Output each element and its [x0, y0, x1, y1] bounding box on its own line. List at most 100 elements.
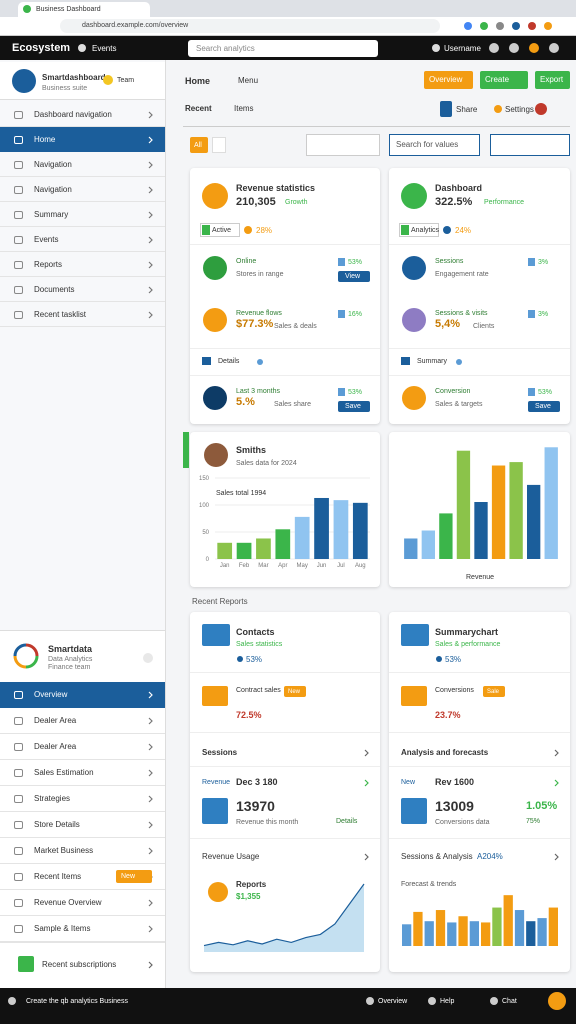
menu-label[interactable]: Navigation [34, 184, 72, 194]
bar [503, 895, 513, 946]
area [204, 884, 364, 952]
input[interactable] [389, 134, 480, 156]
promo-value: 23.7% [435, 710, 461, 720]
menu-label[interactable]: Dashboard navigation [34, 109, 112, 119]
menu-label[interactable]: Store Details [34, 820, 80, 829]
chip-label[interactable]: All [194, 142, 202, 149]
button-label[interactable]: Overview [429, 75, 463, 84]
row-button[interactable] [338, 401, 370, 412]
nav-link[interactable]: Events [92, 44, 117, 53]
menu-item[interactable] [0, 152, 165, 177]
user-name[interactable]: Username [444, 44, 481, 53]
menu-item[interactable] [0, 760, 165, 786]
control-label[interactable]: Share [456, 105, 478, 114]
input[interactable] [490, 134, 570, 156]
chevron [148, 111, 153, 118]
section-tab[interactable]: Items [234, 104, 254, 113]
x-tick-label: Jun [317, 563, 327, 569]
stat-link[interactable]: Details [336, 818, 358, 825]
browser-tab[interactable] [18, 2, 150, 17]
header-icon [549, 43, 559, 53]
menu-label[interactable]: Summary [34, 209, 69, 219]
control-label[interactable]: Settings [505, 105, 534, 114]
menu-label[interactable]: Dealer Area [34, 742, 77, 751]
menu-label[interactable]: Recent Items [34, 872, 82, 881]
menu-label[interactable]: Navigation [34, 159, 72, 169]
control-icon[interactable] [440, 101, 452, 117]
menu-label[interactable]: Dealer Area [34, 716, 77, 725]
chevron-line [364, 779, 369, 787]
footer-link[interactable]: Chat [502, 998, 517, 1005]
stat-icon [202, 798, 228, 824]
menu-label[interactable]: Overview [34, 690, 68, 699]
url-bar[interactable] [60, 19, 440, 33]
menu-item[interactable] [0, 890, 165, 916]
menu-label[interactable]: Sample & Items [34, 924, 91, 933]
input[interactable] [306, 134, 380, 156]
action-button[interactable] [535, 71, 570, 89]
menu-label[interactable]: Recent tasklist [34, 309, 87, 319]
panel-role: Finance team [48, 664, 91, 671]
row-button-label[interactable]: View [345, 273, 361, 280]
sidebar-footer[interactable] [0, 942, 165, 988]
search-placeholder: Search analytics [196, 44, 255, 53]
menu-item[interactable] [0, 302, 165, 327]
menu-item[interactable] [0, 252, 165, 277]
chevron [364, 749, 369, 757]
action-button[interactable] [424, 71, 473, 89]
menu-item[interactable] [0, 127, 165, 152]
menu-item[interactable] [0, 227, 165, 252]
row-pct: 53% [538, 389, 553, 396]
menu-item[interactable] [0, 734, 165, 760]
icon-shape [23, 5, 31, 13]
panel-menu-dot [143, 653, 153, 663]
search-box[interactable] [188, 40, 378, 57]
icon-shape [544, 22, 552, 30]
footer-link[interactable]: Help [440, 998, 455, 1005]
footnote-icon [202, 357, 211, 365]
menu-item[interactable] [0, 708, 165, 734]
footer-link[interactable]: Overview [378, 998, 408, 1005]
menu-label[interactable]: Market Business [34, 846, 94, 855]
icon-shape [490, 997, 498, 1005]
menu-label[interactable]: Reports [34, 259, 63, 269]
row-button-label[interactable]: Save [345, 403, 361, 410]
menu-item[interactable] [0, 682, 165, 708]
menu-item[interactable] [0, 864, 165, 890]
icon-shape [512, 22, 520, 30]
promo-badge [284, 686, 306, 697]
menu-label[interactable]: Sales Estimation [34, 768, 94, 777]
footer-label[interactable]: Recent subscriptions [42, 960, 117, 969]
row-button[interactable] [528, 401, 560, 412]
badge [116, 870, 152, 883]
page-tab[interactable]: Menu [238, 76, 259, 85]
menu-item[interactable] [0, 177, 165, 202]
menu-label[interactable]: Revenue Overview [34, 898, 102, 907]
bar [458, 916, 468, 946]
stat-card [389, 168, 570, 424]
menu-item[interactable] [0, 202, 165, 227]
menu-item[interactable] [0, 277, 165, 302]
action-button[interactable] [480, 71, 528, 89]
filter-chip[interactable] [190, 137, 208, 153]
row-button[interactable] [338, 271, 370, 282]
menu-label[interactable]: Home [34, 134, 56, 144]
menu-label[interactable]: Strategies [34, 794, 71, 803]
menu-item[interactable] [0, 102, 165, 127]
menu-label[interactable]: Documents [34, 284, 75, 294]
bar [314, 497, 329, 559]
stat-link[interactable]: 75% [526, 818, 541, 825]
card-pct: 53% [445, 655, 462, 664]
menu-item[interactable] [0, 786, 165, 812]
button-label[interactable]: Create [485, 75, 510, 84]
menu-item[interactable] [0, 838, 165, 864]
button-label[interactable]: Export [540, 75, 564, 84]
row-button-label[interactable]: Save [535, 403, 551, 410]
tab-title: Business Dashboard [36, 6, 101, 13]
menu-label[interactable]: Events [34, 234, 59, 244]
menu-item[interactable] [0, 916, 165, 942]
filter-toggle[interactable] [212, 137, 226, 153]
divider [190, 732, 380, 733]
menu-item[interactable] [0, 812, 165, 838]
